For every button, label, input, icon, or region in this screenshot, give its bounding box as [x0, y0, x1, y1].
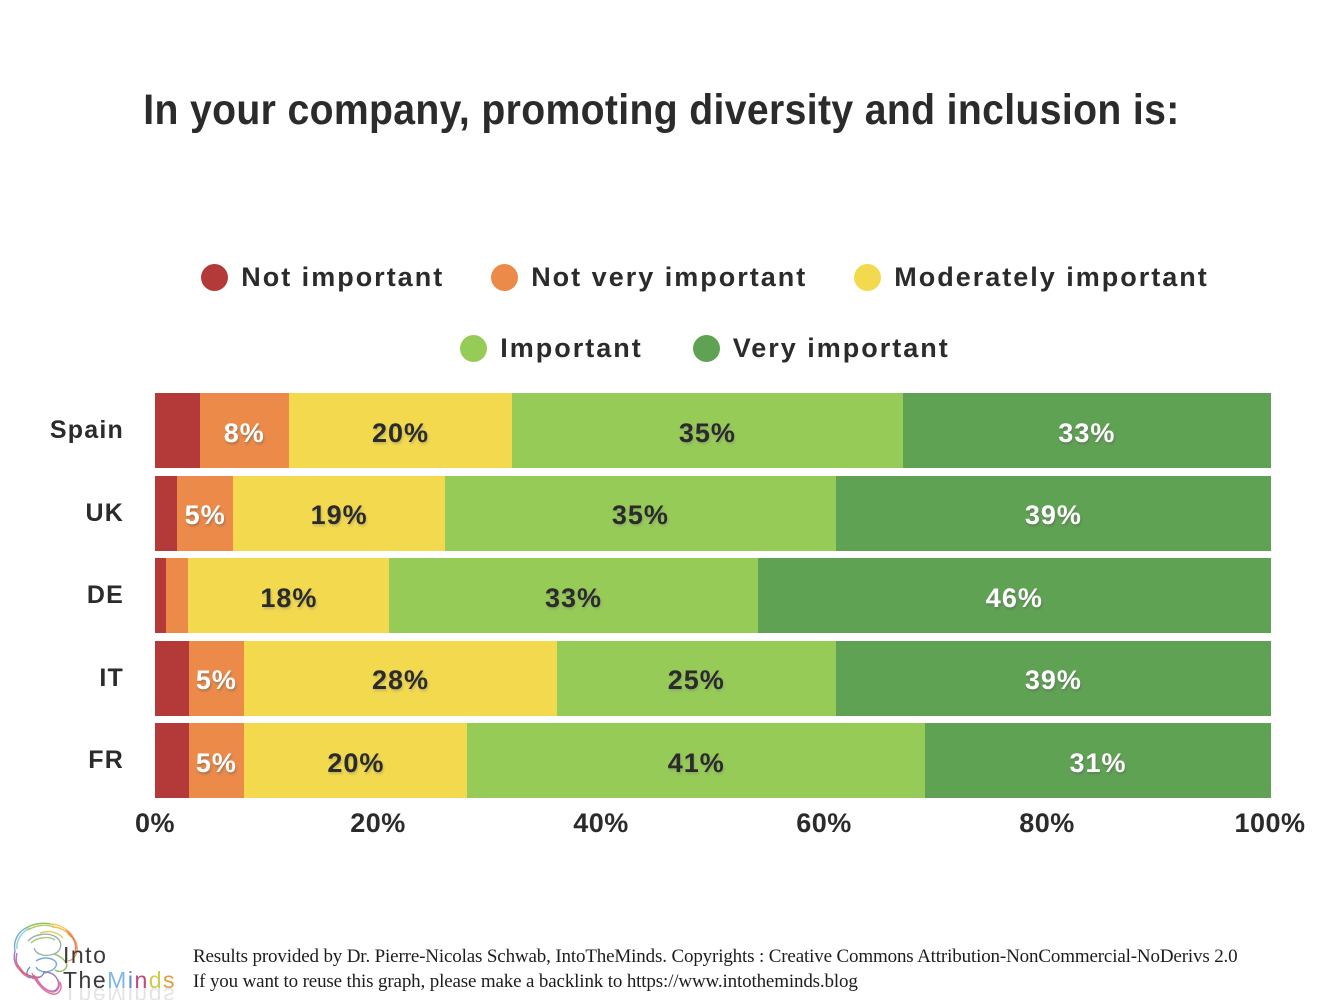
svg-text:Into: Into	[63, 942, 107, 968]
svg-text:TheMinds: TheMinds	[63, 983, 176, 1000]
svg-text:TheMinds: TheMinds	[63, 967, 176, 993]
